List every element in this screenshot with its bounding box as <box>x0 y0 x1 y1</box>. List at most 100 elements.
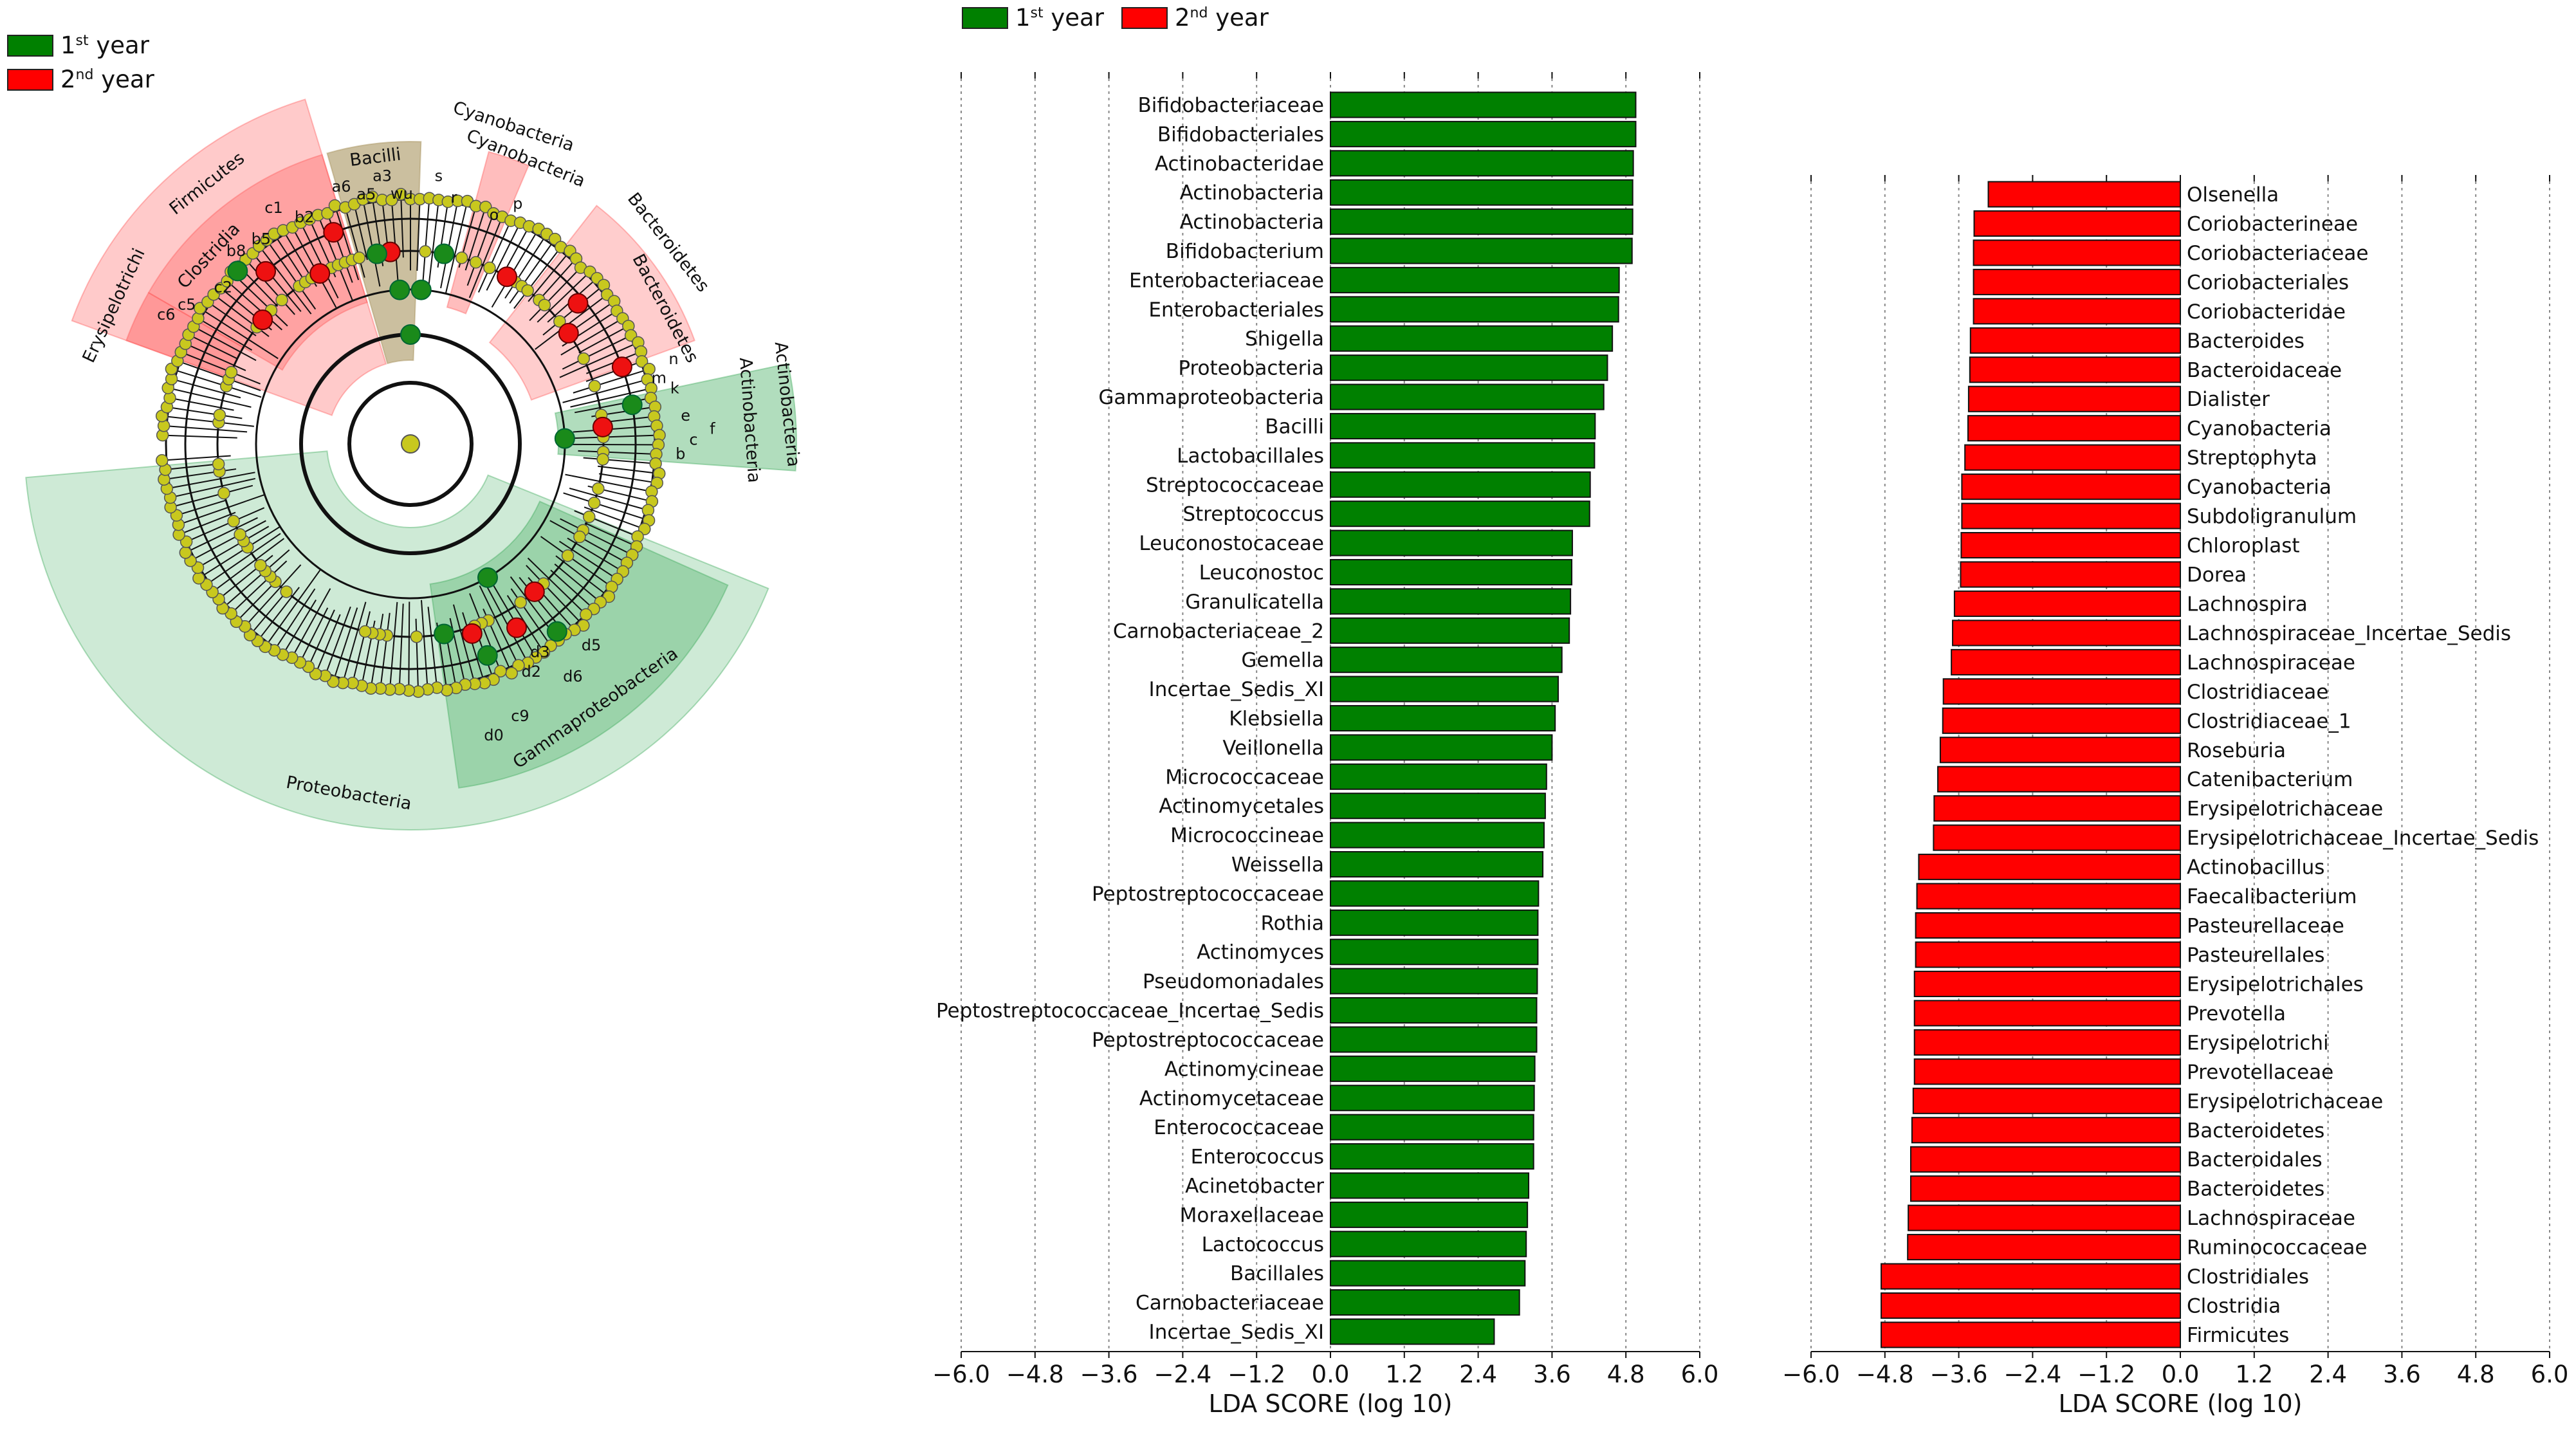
enriched-node-2nd-year <box>524 581 545 602</box>
inner-node <box>561 549 575 562</box>
lda-chart-2nd-year: Olsenella Coriobacterineae Coriobacteriace… <box>1782 175 2568 1418</box>
tree-branch <box>352 611 371 684</box>
bar-label: Actinomycetaceae <box>1139 1087 1324 1110</box>
node-letter: a6 <box>332 178 351 196</box>
bar-Streptococcaceae <box>1330 471 1591 498</box>
node-letter: b <box>676 445 685 463</box>
tree-branch <box>452 604 475 684</box>
clade-sector-firmicutes <box>71 98 387 416</box>
legend-2nd-year-swatch <box>1121 7 1168 29</box>
root-node <box>401 434 420 454</box>
tree-branch <box>178 494 264 526</box>
tree-branch <box>299 607 329 663</box>
bar-Clostridiales <box>1881 1263 2182 1290</box>
tree-branch <box>167 472 255 490</box>
bar-Bacteroides <box>1969 327 2181 354</box>
node-letter: d6 <box>563 667 583 685</box>
bar-label: Prevotella <box>2187 1002 2286 1025</box>
tree-branch <box>186 507 265 543</box>
node-letter: f <box>710 419 715 437</box>
bar-Klebsiella <box>1330 704 1556 732</box>
bar-Pasteurellales <box>1915 941 2181 968</box>
bar-label: Bifidobacteriaceae <box>1137 94 1324 117</box>
tree-branch <box>226 280 282 331</box>
bar-Pasteurellaceae <box>1915 912 2181 939</box>
tree-branch <box>573 368 650 394</box>
bar-Peptostreptococcaceae_Incertae_Sedis <box>1330 997 1538 1024</box>
tree-branch <box>180 351 261 385</box>
node-letter: d3 <box>530 643 550 661</box>
tree-branch <box>222 549 290 609</box>
node-letter: r <box>451 188 457 207</box>
node-letter: b8 <box>226 242 246 260</box>
inner-node <box>553 315 566 328</box>
leaf-node <box>580 608 593 621</box>
x-tick-label: −4.8 <box>1006 1361 1064 1388</box>
tree-branch <box>334 205 360 280</box>
enriched-node-1st-year <box>389 279 410 300</box>
bar-Coriobacteriaceae <box>1973 239 2182 266</box>
bar-label: Bacteroidetes <box>2187 1119 2324 1143</box>
tree-branch <box>291 588 331 658</box>
tree-branch <box>562 335 632 370</box>
node-letter: b5 <box>252 230 271 248</box>
tree-branch <box>578 450 657 455</box>
bar-label: Gemella <box>1241 649 1324 672</box>
tree-branch <box>206 533 281 585</box>
bar-Leuconostocaceae <box>1330 529 1573 556</box>
node-letter: m <box>652 369 667 387</box>
bar-label: Shigella <box>1245 327 1324 351</box>
leaf-node <box>505 666 518 680</box>
leaf-node <box>192 572 205 585</box>
bar-Actinobacteria <box>1330 179 1633 206</box>
bar-label: Catenibacterium <box>2187 768 2353 791</box>
tree-branch <box>537 271 591 323</box>
tree-branch <box>563 492 649 521</box>
bar-label: Erysipelotrichaceae <box>2187 1090 2383 1113</box>
bar-Erysipelotrichaceae <box>1912 1087 2181 1114</box>
tree-branch <box>555 555 610 598</box>
node-letter: b2 <box>295 208 315 226</box>
bar-Lachnospiraceae <box>1951 648 2182 675</box>
enriched-node-2nd-year <box>497 266 517 288</box>
inner-node <box>596 453 609 466</box>
tree-branch <box>249 590 288 636</box>
bar-Pseudomonadales <box>1330 968 1538 995</box>
bar-label: Clostridiales <box>2187 1265 2309 1289</box>
tree-branch <box>167 387 252 408</box>
x-tick-label: −3.6 <box>1930 1361 1988 1388</box>
tree-branch <box>486 222 521 291</box>
bar-Lachnospiraceae <box>1908 1204 2181 1231</box>
tree-branch <box>549 520 627 564</box>
bar-label: Cyanobacteria <box>2187 418 2332 441</box>
tree-branch <box>177 360 261 392</box>
bar-Granulicatella <box>1330 588 1572 615</box>
bar-label: Lachnospira <box>2187 592 2308 616</box>
x-tick-label: 4.8 <box>1607 1361 1645 1388</box>
tree-branch <box>483 580 529 663</box>
bar-Olsenella <box>1987 181 2182 208</box>
node-letter: c5 <box>178 296 196 314</box>
bar-Enterococcaceae <box>1330 1114 1534 1141</box>
cladogram-legend-2nd-year-label: 2nd year <box>60 66 155 93</box>
bar-Roseburia <box>1939 737 2181 764</box>
tree-branch <box>504 234 547 299</box>
inner-node <box>227 515 240 528</box>
bar-label: Carnobacteriaceae <box>1136 1292 1324 1315</box>
tree-branch <box>554 564 601 603</box>
bar-label: Chloroplast <box>2187 535 2300 558</box>
bar-label: Actinobacteridae <box>1155 152 1324 176</box>
tree-branch <box>244 564 302 627</box>
bar-label: Actinobacteria <box>1180 181 1324 205</box>
bar-label: Lachnospiraceae_Incertae_Sedis <box>2187 622 2511 645</box>
tree-branch <box>420 600 428 690</box>
enriched-node-2nd-year <box>558 322 579 344</box>
bar-Bacteroidetes <box>1909 1175 2181 1202</box>
node-letter: o <box>490 206 499 224</box>
node-letter: wu <box>391 185 413 203</box>
tree-branch <box>315 614 341 675</box>
node-letter: c1 <box>264 199 282 217</box>
node-letter: a5 <box>356 185 376 203</box>
bar-Prevotella <box>1913 1000 2181 1027</box>
